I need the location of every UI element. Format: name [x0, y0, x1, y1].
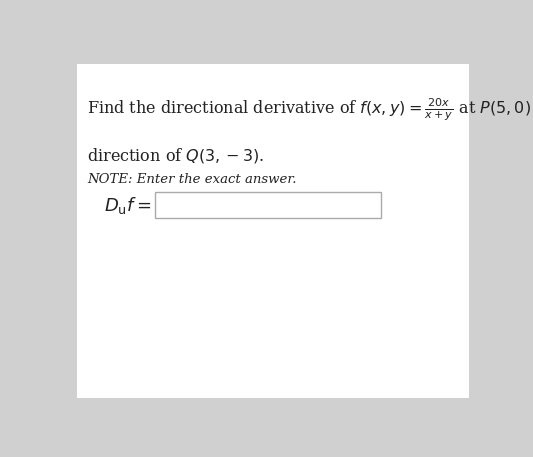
Text: NOTE: Enter the exact answer.: NOTE: Enter the exact answer. — [87, 173, 297, 186]
FancyBboxPatch shape — [156, 192, 381, 218]
FancyBboxPatch shape — [77, 64, 470, 398]
Text: $D_\mathrm{u}f =$: $D_\mathrm{u}f =$ — [104, 195, 151, 216]
Text: direction of $Q(3, -3)$.: direction of $Q(3, -3)$. — [87, 146, 265, 165]
Text: Find the directional derivative of $f(x, y) = \frac{20x}{x + y}$ at $P(5, 0)$ in: Find the directional derivative of $f(x,… — [87, 97, 533, 123]
